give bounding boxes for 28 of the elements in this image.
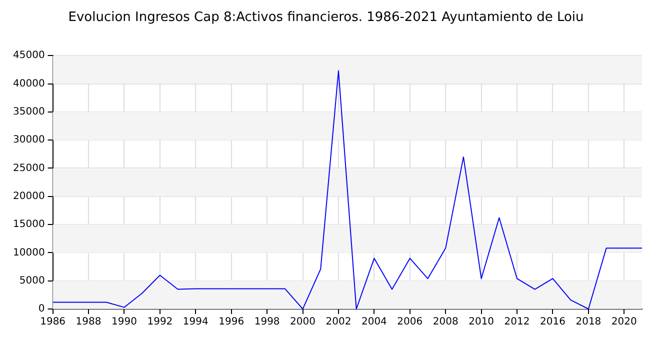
x-tick-label: 2006 xyxy=(397,316,423,328)
y-tick-label: 20000 xyxy=(13,190,45,202)
y-tick-label: 15000 xyxy=(13,219,45,230)
y-tick-label: 30000 xyxy=(13,134,45,146)
y-tick-label: 35000 xyxy=(13,106,45,118)
y-tick-label: 25000 xyxy=(13,162,45,174)
x-tick-label: 1990 xyxy=(112,316,137,328)
x-tick-label: 1998 xyxy=(254,316,280,328)
x-tick-label: 1996 xyxy=(218,316,244,328)
y-tick-label: 45000 xyxy=(13,50,45,62)
x-tick-label: 2016 xyxy=(540,316,566,328)
x-tick-label: 1986 xyxy=(40,316,66,328)
y-tick-label: 5000 xyxy=(19,275,45,286)
x-tick-label: 2002 xyxy=(326,316,352,328)
x-tick-label: 2012 xyxy=(504,316,530,328)
x-tick-label: 2004 xyxy=(361,316,387,328)
x-tick-label: 2008 xyxy=(432,316,458,328)
x-tick-label: 1988 xyxy=(76,316,102,328)
x-tick-label: 2020 xyxy=(611,316,637,328)
y-tick-label: 40000 xyxy=(13,78,45,90)
x-tick-label: 1992 xyxy=(147,316,173,328)
x-tick-label: 2018 xyxy=(576,316,602,328)
chart-title: Evolucion Ingresos Cap 8:Activos financieros. 1986-2021 Ayuntamiento de Loiu xyxy=(68,10,584,26)
y-tick-label: 10000 xyxy=(13,247,45,258)
x-tick-label: 2010 xyxy=(468,316,494,328)
x-tick-label: 2000 xyxy=(290,316,316,328)
y-tick-label: 0 xyxy=(38,304,45,315)
x-tick-label: 1994 xyxy=(182,316,208,328)
